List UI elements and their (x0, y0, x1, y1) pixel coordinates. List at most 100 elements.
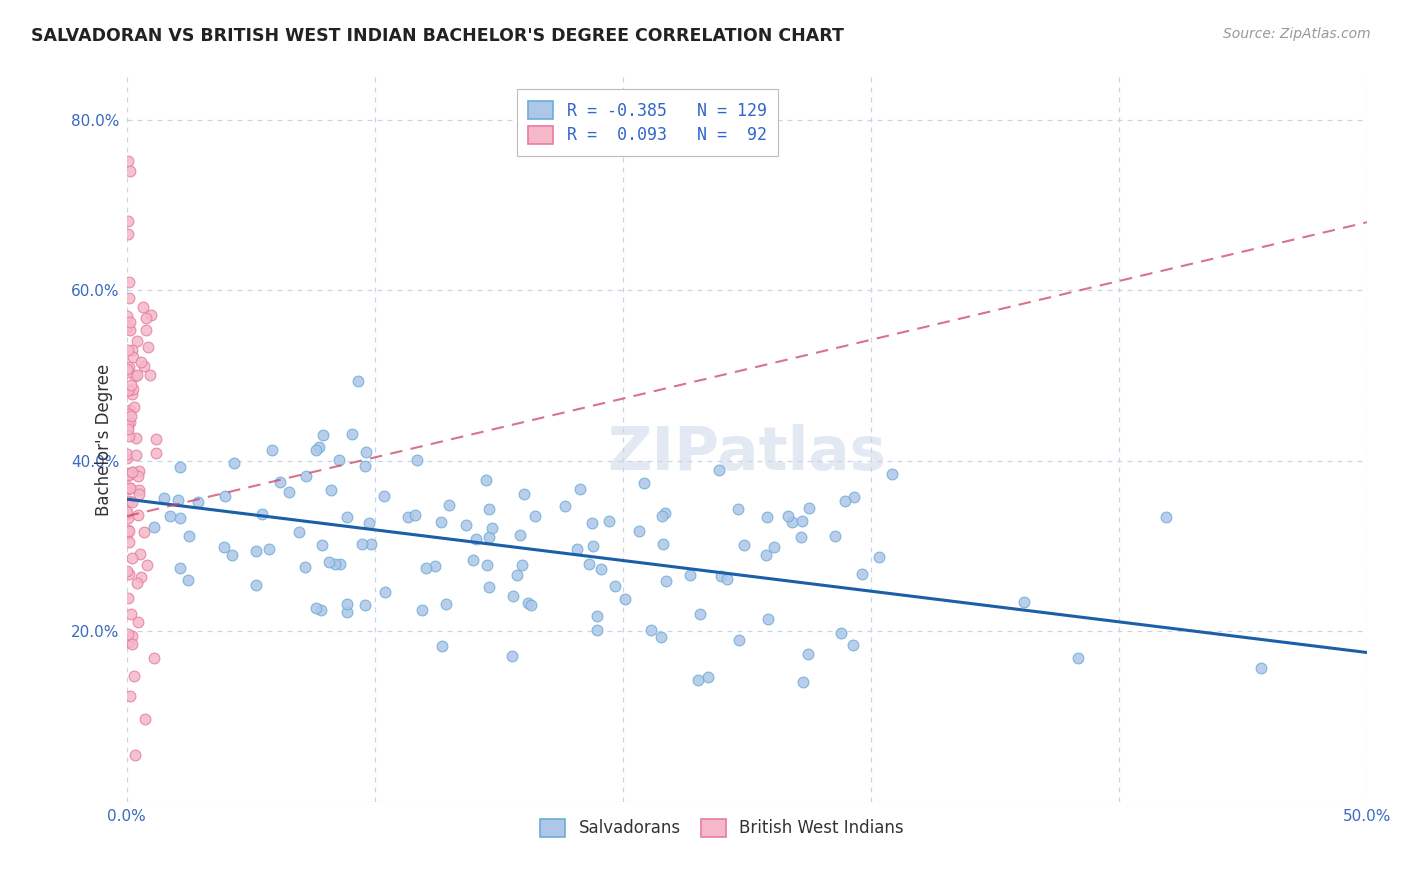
Point (117, 318, 139, 333)
Point (506, 568, 529, 582)
Point (117, 384, 139, 398)
Point (214, 490, 236, 504)
Point (308, 440, 330, 454)
Point (868, 549, 890, 564)
Point (118, 415, 141, 429)
Point (120, 482, 142, 496)
Point (565, 541, 588, 556)
Point (1012, 595, 1035, 609)
Point (605, 579, 627, 593)
Point (373, 585, 395, 599)
Point (127, 615, 149, 630)
Point (121, 629, 143, 643)
Point (654, 507, 676, 521)
Point (686, 673, 709, 687)
Point (128, 464, 150, 478)
Point (305, 442, 328, 457)
Point (406, 452, 429, 467)
Point (357, 516, 380, 530)
Point (655, 574, 678, 588)
Point (132, 525, 155, 540)
Point (628, 524, 651, 538)
Point (117, 363, 139, 377)
Point (118, 494, 141, 508)
Point (434, 598, 457, 612)
Point (851, 567, 873, 582)
Point (475, 558, 498, 572)
Point (396, 509, 419, 524)
Point (679, 568, 702, 582)
Point (145, 446, 167, 460)
Point (115, 466, 138, 480)
Point (129, 355, 152, 369)
Point (139, 368, 162, 383)
Point (554, 499, 576, 513)
Point (117, 511, 139, 525)
Point (115, 361, 138, 376)
Point (789, 530, 811, 544)
Legend: Salvadorans, British West Indians: Salvadorans, British West Indians (533, 812, 910, 844)
Point (501, 648, 523, 663)
Point (318, 555, 340, 569)
Point (117, 343, 139, 357)
Point (117, 384, 139, 398)
Point (125, 431, 148, 445)
Point (142, 520, 165, 534)
Point (842, 490, 865, 504)
Point (727, 502, 749, 516)
Point (128, 547, 150, 561)
Point (373, 489, 395, 503)
Point (707, 463, 730, 477)
Point (121, 637, 143, 651)
Point (118, 429, 141, 443)
Point (118, 360, 141, 375)
Point (117, 591, 139, 606)
Point (842, 638, 865, 652)
Point (152, 491, 174, 505)
Point (132, 359, 155, 374)
Point (465, 532, 488, 546)
Point (830, 626, 852, 640)
Point (120, 607, 142, 622)
Point (581, 516, 603, 530)
Point (124, 400, 146, 414)
Point (311, 603, 333, 617)
Point (481, 521, 503, 535)
Point (578, 558, 600, 572)
Point (115, 447, 138, 461)
Point (797, 500, 820, 515)
Point (834, 493, 856, 508)
Point (1250, 661, 1272, 675)
Point (122, 669, 145, 683)
Point (880, 467, 903, 482)
Point (463, 553, 485, 567)
Point (336, 605, 359, 619)
Point (782, 515, 804, 529)
Point (117, 634, 139, 648)
Point (652, 537, 675, 551)
Y-axis label: Bachelor's Degree: Bachelor's Degree (94, 363, 112, 516)
Point (354, 459, 377, 474)
Point (115, 564, 138, 578)
Point (354, 598, 377, 612)
Point (118, 481, 141, 495)
Point (287, 525, 309, 540)
Point (122, 350, 145, 364)
Point (118, 407, 141, 421)
Point (651, 509, 673, 524)
Point (350, 537, 373, 551)
Point (122, 382, 145, 396)
Point (415, 561, 437, 575)
Point (120, 377, 142, 392)
Point (319, 483, 342, 497)
Point (117, 422, 139, 436)
Point (141, 309, 163, 323)
Point (118, 467, 141, 481)
Point (136, 340, 159, 354)
Point (122, 465, 145, 479)
Point (824, 529, 846, 543)
Point (633, 476, 655, 491)
Point (277, 485, 299, 500)
Point (269, 475, 291, 489)
Point (118, 403, 141, 417)
